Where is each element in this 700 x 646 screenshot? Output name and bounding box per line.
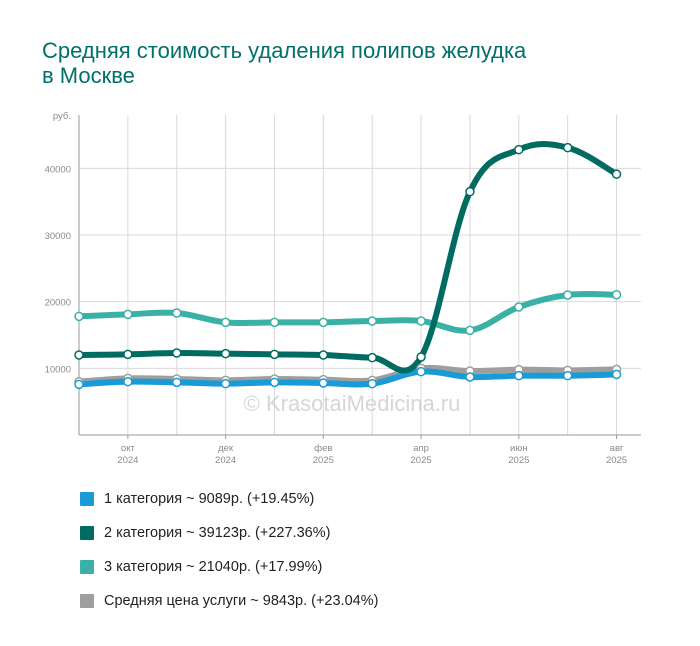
series-line-2 (76, 141, 620, 374)
data-point (611, 289, 622, 300)
x-tick-month: окт (121, 443, 136, 454)
data-point (465, 186, 475, 197)
watermark-text: © KrasotaiMedicina.ru (244, 391, 461, 416)
legend-item[interactable]: Средняя цена услуги ~ 9843р. (+23.04%) (80, 584, 378, 618)
x-tick-month: июн (510, 443, 528, 454)
series-layer (76, 141, 620, 388)
points-layer (74, 142, 622, 390)
chart-title: Средняя стоимость удаления полипов желуд… (42, 38, 662, 88)
legend-item[interactable]: 2 категория ~ 39123р. (+227.36%) (80, 516, 378, 550)
data-point (416, 352, 426, 362)
legend-swatch (80, 594, 94, 608)
data-point (171, 348, 182, 358)
data-point (562, 290, 573, 300)
x-tick-year: 2025 (508, 455, 529, 466)
legend-label: 1 категория ~ 9089р. (+19.45%) (104, 491, 315, 507)
data-point (367, 378, 377, 389)
data-point (269, 317, 280, 328)
data-point (416, 366, 426, 377)
data-point (465, 372, 475, 382)
data-point (367, 352, 377, 363)
x-tick-year: 2024 (117, 455, 138, 466)
x-tick-month: апр (413, 443, 429, 454)
data-point (611, 369, 622, 380)
watermark-layer: © KrasotaiMedicina.ru (244, 391, 461, 416)
x-tick-year: 2025 (411, 455, 432, 466)
data-point (611, 169, 622, 179)
data-point (74, 350, 84, 360)
legend-label: Средняя цена услуги ~ 9843р. (+23.04%) (104, 593, 379, 609)
data-point (220, 348, 231, 359)
y-tick-label: 10000 (45, 364, 71, 375)
x-tick-month: фев (314, 443, 332, 454)
data-point (269, 349, 280, 360)
y-tick-label: 20000 (45, 298, 71, 309)
legend-item[interactable]: 1 категория ~ 9089р. (+19.45%) (80, 482, 378, 516)
data-point (74, 379, 84, 390)
chart-title-line-1: Средняя стоимость удаления полипов желуд… (42, 38, 527, 63)
data-point (171, 377, 182, 388)
y-tick-label: 40000 (45, 164, 71, 175)
data-point (74, 311, 84, 322)
legend-swatch (80, 560, 94, 574)
x-tick-month: дек (218, 443, 234, 454)
data-point (562, 142, 573, 153)
legend-label: 3 категория ~ 21040р. (+17.99%) (104, 559, 323, 575)
data-point (318, 350, 329, 360)
data-point (318, 317, 329, 328)
y-axis-label: руб. (53, 111, 71, 122)
data-point (514, 370, 524, 381)
data-point (416, 316, 426, 326)
line-chart: 10000200003000040000руб.окт2024дек2024фе… (45, 111, 641, 466)
data-point (220, 378, 231, 389)
data-point (562, 370, 573, 381)
data-point (269, 377, 280, 388)
legend-swatch (80, 526, 94, 540)
legend-item[interactable]: 3 категория ~ 21040р. (+17.99%) (80, 550, 378, 584)
x-tick-year: 2025 (313, 455, 334, 466)
chart-title-line-2: в Москве (42, 63, 135, 88)
chart-axes: 10000200003000040000руб.окт2024дек2024фе… (45, 111, 641, 466)
data-point (514, 302, 524, 312)
data-point (220, 317, 231, 328)
x-tick-month: авг (610, 443, 624, 454)
legend-swatch (80, 492, 94, 506)
legend-label: 2 категория ~ 39123р. (+227.36%) (104, 525, 331, 541)
data-point (123, 349, 133, 360)
data-point (367, 316, 377, 326)
data-point (465, 325, 475, 336)
x-tick-year: 2024 (215, 455, 236, 466)
data-point (514, 144, 524, 155)
data-point (123, 309, 133, 320)
data-point (123, 376, 133, 387)
x-tick-year: 2025 (606, 455, 627, 466)
series-line-3 (76, 290, 620, 334)
data-point (171, 308, 182, 318)
y-tick-label: 30000 (45, 231, 71, 242)
data-point (318, 378, 329, 388)
chart-legend: 1 категория ~ 9089р. (+19.45%) 2 категори… (80, 482, 378, 618)
